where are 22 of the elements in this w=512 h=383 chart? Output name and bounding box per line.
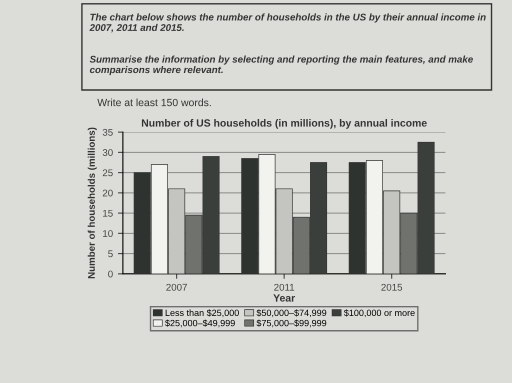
x-tick-label: 2011 — [274, 284, 294, 291]
text: The chart below shows the number of households in the US by their annual income in 2007, 2011 and 2015. — [89, 13, 486, 32]
y-tick-label: 0 — [108, 270, 113, 278]
legend-label: $75,000–$99,999 — [256, 319, 326, 328]
legend-label: Less than $25,000 — [166, 309, 239, 318]
text: Summarise the information by selecting and reporting the main features, and make comparisons where relevant. — [90, 56, 473, 76]
y-tick-label: 30 — [102, 149, 113, 156]
y-tick-label: 15 — [103, 210, 113, 217]
legend-label: $100,000 or more — [344, 309, 415, 318]
x-axis-title: Year — [273, 294, 296, 302]
y-axis-title: Number of households (millions) — [88, 128, 97, 278]
y-tick-label: 25 — [102, 169, 113, 176]
legend-label: $50,000–$74,999 — [256, 309, 326, 318]
x-tick-label: 2015 — [381, 284, 402, 291]
y-tick-label: 10 — [103, 230, 113, 237]
y-tick-label: 35 — [102, 128, 113, 136]
y-tick-label: 5 — [108, 250, 113, 258]
text: Write at least 150 words. — [97, 98, 211, 106]
x-tick-label: 2007 — [166, 284, 187, 291]
chart-title: Number of US households (in millions), by annual income — [142, 119, 427, 129]
legend-label: $25,000–$49,999 — [165, 319, 235, 328]
y-tick-label: 20 — [102, 190, 113, 196]
